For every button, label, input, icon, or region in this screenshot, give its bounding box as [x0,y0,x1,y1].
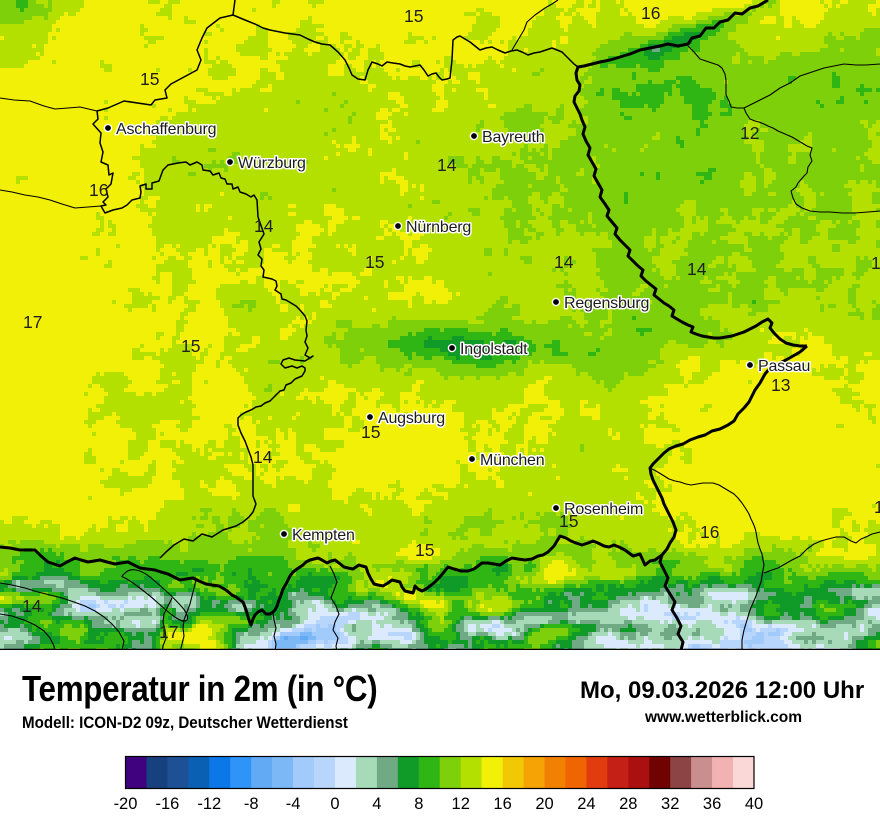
svg-text:16: 16 [700,522,719,542]
svg-text:12: 12 [452,795,470,813]
svg-text:-12: -12 [197,795,221,813]
svg-text:17: 17 [159,622,178,642]
svg-text:20: 20 [535,795,553,813]
svg-text:15: 15 [365,252,384,272]
svg-text:14: 14 [554,252,574,272]
svg-text:15: 15 [415,540,434,560]
svg-text:Kempten: Kempten [292,527,355,544]
svg-text:München: München [480,452,544,469]
svg-text:14: 14 [437,155,457,175]
svg-text:14: 14 [871,253,880,273]
svg-text:16: 16 [874,497,880,517]
svg-text:13: 13 [771,375,790,395]
svg-text:16: 16 [641,3,660,23]
svg-text:-20: -20 [114,795,138,813]
svg-text:14: 14 [254,216,274,236]
svg-text:15: 15 [181,336,200,356]
svg-text:Ingolstadt: Ingolstadt [460,341,528,358]
svg-text:24: 24 [577,795,595,813]
svg-text:Passau: Passau [758,358,810,375]
svg-text:Würzburg: Würzburg [238,155,306,172]
svg-text:Augsburg: Augsburg [378,410,445,427]
svg-text:8: 8 [414,795,423,813]
svg-text:Bayreuth: Bayreuth [482,129,544,146]
svg-text:16: 16 [493,795,511,813]
svg-text:-4: -4 [286,795,301,813]
svg-text:-16: -16 [155,795,179,813]
svg-text:17: 17 [23,312,42,332]
svg-text:Rosenheim: Rosenheim [564,501,643,518]
svg-text:0: 0 [330,795,339,813]
svg-text:15: 15 [404,6,423,26]
svg-text:Aschaffenburg: Aschaffenburg [116,121,216,138]
svg-text:28: 28 [619,795,637,813]
svg-text:-8: -8 [244,795,259,813]
svg-text:15: 15 [140,69,159,89]
svg-text:14: 14 [253,447,273,467]
svg-text:14: 14 [687,259,707,279]
svg-text:Regensburg: Regensburg [564,295,649,312]
svg-text:14: 14 [22,596,42,616]
svg-text:Nürnberg: Nürnberg [406,219,471,236]
svg-text:36: 36 [703,795,721,813]
svg-text:32: 32 [661,795,679,813]
svg-text:15: 15 [559,511,578,531]
svg-text:40: 40 [745,795,763,813]
svg-text:15: 15 [361,422,380,442]
svg-text:4: 4 [372,795,381,813]
svg-text:16: 16 [89,180,108,200]
svg-text:12: 12 [740,123,759,143]
